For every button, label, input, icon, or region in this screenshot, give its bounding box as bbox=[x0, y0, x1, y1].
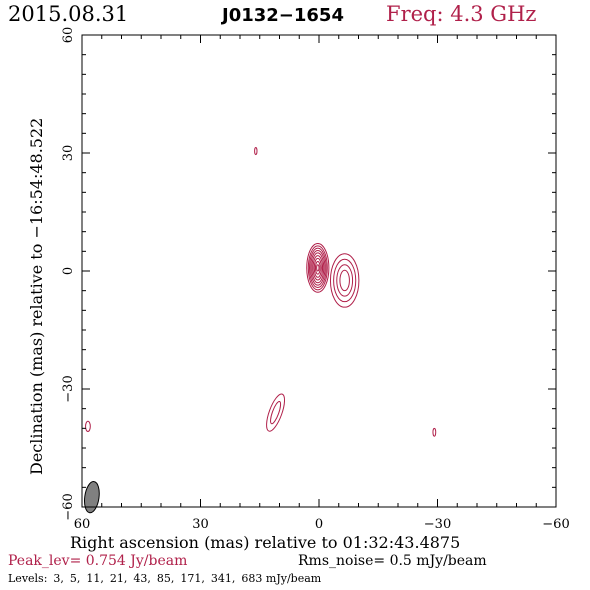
y-tick-label: 0 bbox=[61, 267, 76, 275]
level-value: 11, bbox=[86, 572, 104, 585]
contour-core bbox=[311, 252, 325, 284]
x-tick-label: −30 bbox=[424, 517, 451, 532]
level-value: 85, bbox=[156, 572, 175, 585]
contour-jet-knot bbox=[329, 253, 360, 308]
x-axis-label: Right ascension (mas) relative to 01:32:… bbox=[70, 533, 461, 552]
x-tick-label: −60 bbox=[542, 517, 569, 532]
level-value: 171, bbox=[180, 572, 205, 585]
y-tick-label: −60 bbox=[61, 493, 76, 520]
contour-core bbox=[316, 264, 320, 272]
level-value: 43, bbox=[133, 572, 151, 585]
frequency-label: Freq: 4.3 GHz bbox=[386, 2, 537, 26]
contour-north-spot bbox=[254, 146, 258, 156]
contour-jet-knot bbox=[339, 269, 350, 292]
contour-jet-knot bbox=[336, 264, 354, 297]
contour-jet-knot bbox=[333, 258, 357, 303]
contour-core bbox=[314, 261, 321, 275]
level-value: 341, bbox=[210, 572, 236, 585]
x-tick-label: 0 bbox=[315, 517, 323, 532]
level-value: 21, bbox=[109, 572, 128, 585]
contour-east-spot bbox=[85, 420, 91, 432]
levels-label: Levels: bbox=[8, 572, 48, 585]
contour-west-spot bbox=[432, 427, 437, 437]
contour-levels: Levels: 3, 5, 11, 21, 43, 85, 171, 341, 683 mJy/b… bbox=[8, 572, 321, 585]
y-tick-label: 30 bbox=[61, 145, 76, 162]
source-name: J0132−1654 bbox=[222, 5, 344, 26]
y-tick-label: 60 bbox=[61, 27, 76, 44]
y-axis-label: Declination (mas) relative to −16:54:48.… bbox=[27, 117, 46, 475]
contour-core bbox=[313, 257, 322, 278]
y-tick-label: −30 bbox=[61, 375, 76, 402]
contour-core bbox=[306, 242, 330, 293]
level-value: 5, bbox=[69, 572, 81, 585]
level-value: 3, bbox=[53, 572, 64, 585]
peak-level: Peak_lev= 0.754 Jy/beam bbox=[8, 553, 188, 569]
plot-frame bbox=[81, 34, 557, 508]
x-tick-label: 30 bbox=[192, 517, 209, 532]
level-value: 683 mJy/beam bbox=[241, 572, 322, 585]
beam-ellipse bbox=[84, 481, 100, 514]
contour-south-feature bbox=[266, 393, 286, 432]
observation-date: 2015.08.31 bbox=[8, 2, 129, 26]
contour-core bbox=[307, 245, 328, 291]
contour-core bbox=[312, 255, 324, 281]
contour-south-feature bbox=[270, 400, 282, 425]
rms-noise: Rms_noise= 0.5 mJy/beam bbox=[298, 553, 487, 569]
x-tick-label: 60 bbox=[74, 517, 91, 532]
contour-core bbox=[309, 247, 327, 289]
contour-core bbox=[310, 250, 326, 286]
